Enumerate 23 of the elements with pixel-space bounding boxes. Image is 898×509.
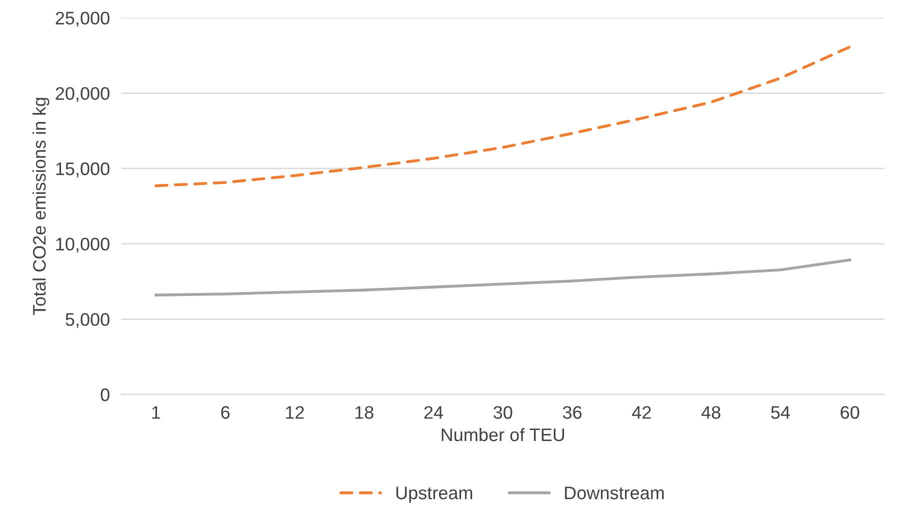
y-axis-title: Total CO2e emissions in kg — [32, 98, 50, 316]
x-tick-label: 42 — [632, 406, 651, 419]
line-series — [154, 46, 852, 188]
x-tick-label: 18 — [355, 406, 374, 419]
x-tick-label: 36 — [562, 406, 582, 419]
x-tick-label: 54 — [771, 406, 790, 419]
y-tick-label: 15,000 — [56, 162, 110, 178]
x-tick-label: 12 — [286, 406, 304, 419]
x-tick-label: 6 — [221, 406, 230, 419]
y-tick-label: 20,000 — [56, 87, 110, 102]
y-tick-label: 5,000 — [66, 313, 110, 328]
y-tick-label: 0 — [100, 388, 110, 402]
y-tick-label: 10,000 — [56, 238, 110, 253]
x-tick-label: 30 — [494, 406, 512, 419]
y-tick-label: 25,000 — [56, 12, 110, 27]
x-tick-label: 60 — [840, 406, 860, 419]
legend-label: Upstream — [396, 486, 472, 503]
x-axis-title: Number of TEU — [442, 428, 564, 442]
x-tick-label: 24 — [424, 406, 444, 419]
legend-label: Downstream — [565, 486, 664, 500]
x-tick-label: 1 — [152, 406, 160, 419]
line-series — [154, 258, 852, 296]
x-tick-label: 48 — [701, 406, 720, 419]
